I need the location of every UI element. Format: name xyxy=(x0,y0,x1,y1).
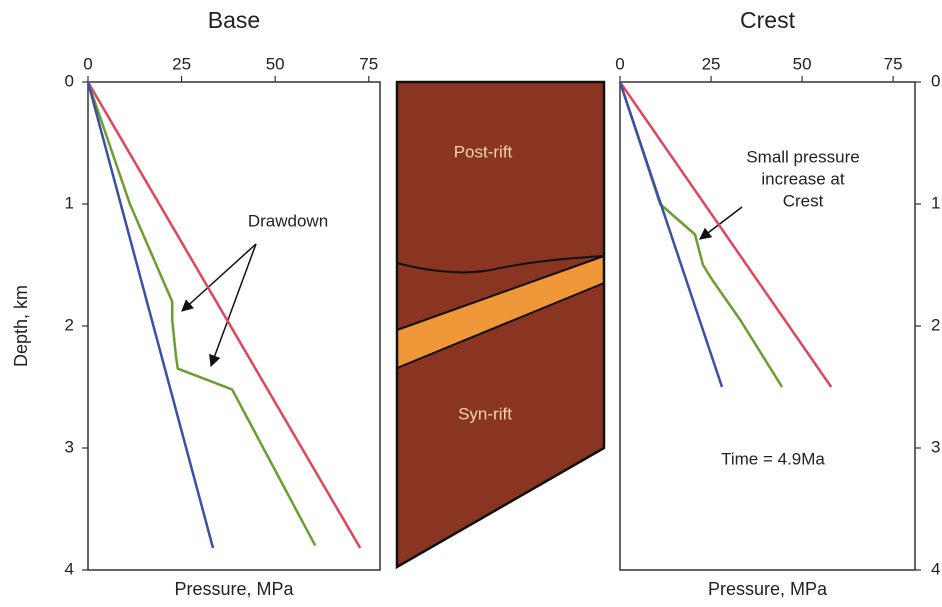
x-tick-label: 25 xyxy=(172,54,191,73)
data-line xyxy=(86,81,362,549)
annotation: Crest xyxy=(783,191,824,210)
x-tick-label: 50 xyxy=(266,54,285,73)
cross-section: Post-rift Syn-rift xyxy=(395,80,606,570)
annotation: Small pressure xyxy=(746,147,859,166)
y-tick-label: 0 xyxy=(65,71,74,90)
y-tick-label: 2 xyxy=(65,315,74,334)
arrow xyxy=(699,206,743,240)
x-axis-label: Pressure, MPa xyxy=(174,579,294,599)
arrow xyxy=(209,243,257,368)
y-tick-label: 1 xyxy=(65,193,74,212)
section-outline xyxy=(395,80,606,570)
orange-layer xyxy=(397,256,604,368)
y-tick-label: 4 xyxy=(65,559,74,578)
annotation: Time = 4.9Ma xyxy=(721,449,825,468)
unconformity xyxy=(396,255,605,274)
x-tick-label: 75 xyxy=(359,54,378,73)
chart-title: Base xyxy=(208,7,260,33)
y-tick-label: 1 xyxy=(931,193,940,212)
geo-label: Syn-rift xyxy=(458,404,512,423)
geo-label: Post-rift xyxy=(454,142,513,161)
y-tick-label: 3 xyxy=(65,437,74,456)
layer-boundary xyxy=(396,255,605,369)
data-line xyxy=(86,81,317,547)
x-tick-label: 75 xyxy=(884,54,903,73)
y-tick-label: 0 xyxy=(931,71,940,90)
x-tick-label: 0 xyxy=(83,54,92,73)
y-tick-label: 2 xyxy=(931,315,940,334)
x-tick-label: 50 xyxy=(793,54,812,73)
data-line xyxy=(86,81,215,549)
data-line xyxy=(618,81,724,388)
y-tick-label: 4 xyxy=(931,559,940,578)
data-line xyxy=(618,81,833,388)
y-axis-label: Depth, km xyxy=(11,285,31,367)
x-tick-label: 0 xyxy=(615,54,624,73)
annotation: increase at xyxy=(761,169,844,188)
x-axis-label: Pressure, MPa xyxy=(708,579,828,599)
x-tick-label: 25 xyxy=(702,54,721,73)
data-line xyxy=(618,81,784,388)
y-tick-label: 3 xyxy=(931,437,940,456)
arrow xyxy=(181,243,257,312)
chart-title: Crest xyxy=(740,7,796,33)
annotation: Drawdown xyxy=(248,211,328,230)
